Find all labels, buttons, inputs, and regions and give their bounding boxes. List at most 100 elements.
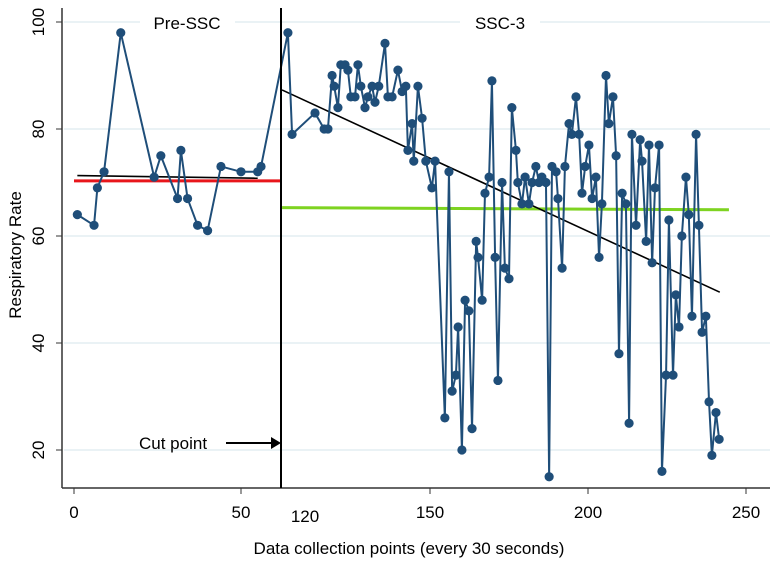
data-point bbox=[370, 97, 380, 107]
data-point bbox=[507, 103, 517, 113]
data-point bbox=[701, 311, 711, 321]
data-series bbox=[72, 28, 724, 482]
data-point bbox=[557, 263, 567, 273]
data-point bbox=[637, 156, 647, 166]
data-point bbox=[647, 258, 657, 268]
data-point bbox=[635, 135, 645, 145]
data-point bbox=[453, 322, 463, 332]
data-point bbox=[216, 161, 226, 172]
data-point bbox=[473, 252, 483, 262]
data-point bbox=[527, 177, 537, 188]
pre-trend-line bbox=[77, 174, 258, 180]
data-point bbox=[654, 140, 664, 150]
data-point bbox=[447, 386, 457, 396]
data-point bbox=[567, 129, 577, 139]
data-point bbox=[327, 70, 337, 81]
y-tick-label: 20 bbox=[29, 441, 48, 460]
data-point bbox=[674, 322, 684, 332]
data-point bbox=[99, 167, 109, 177]
data-point bbox=[287, 129, 297, 139]
data-point bbox=[343, 65, 353, 75]
data-point bbox=[203, 226, 213, 236]
data-point bbox=[156, 151, 166, 161]
data-point bbox=[329, 81, 339, 91]
data-point bbox=[608, 92, 618, 102]
pre-label-bg bbox=[140, 10, 235, 34]
y-tick-label: 100 bbox=[29, 8, 48, 36]
arrow-head-icon bbox=[271, 437, 281, 449]
data-point bbox=[641, 236, 651, 246]
data-point bbox=[374, 81, 384, 91]
data-point bbox=[677, 231, 687, 241]
data-point bbox=[356, 81, 366, 91]
x-tick-label: 150 bbox=[416, 503, 444, 522]
data-point bbox=[604, 119, 614, 129]
data-point bbox=[691, 129, 701, 139]
data-point bbox=[176, 145, 186, 155]
x-tick-label: 0 bbox=[69, 503, 78, 522]
data-point bbox=[256, 161, 266, 172]
data-point bbox=[283, 28, 293, 38]
series-line bbox=[76, 32, 721, 477]
data-point bbox=[684, 210, 694, 220]
data-point bbox=[631, 220, 641, 230]
data-point bbox=[380, 38, 390, 49]
x-ticks: 0 50 120 150 200 250 bbox=[69, 488, 760, 526]
data-point bbox=[323, 124, 333, 134]
x-tick-label: 200 bbox=[574, 503, 602, 522]
data-point bbox=[584, 140, 594, 150]
data-point bbox=[644, 140, 654, 150]
data-point bbox=[490, 252, 500, 262]
data-point bbox=[650, 183, 660, 193]
data-point bbox=[624, 418, 634, 428]
data-point bbox=[493, 375, 503, 386]
data-point bbox=[451, 370, 461, 380]
data-point bbox=[621, 199, 631, 209]
data-point bbox=[464, 306, 474, 316]
data-point bbox=[697, 327, 707, 337]
data-point bbox=[591, 172, 601, 182]
data-point bbox=[671, 290, 681, 300]
data-point bbox=[614, 349, 624, 359]
data-point bbox=[601, 70, 611, 81]
data-point bbox=[704, 397, 714, 407]
data-point bbox=[520, 172, 530, 182]
x-tick-label: 120 bbox=[291, 507, 319, 526]
data-point bbox=[409, 156, 419, 166]
y-ticks: 20 40 60 80 100 bbox=[29, 8, 62, 460]
data-point bbox=[353, 60, 363, 70]
data-point bbox=[511, 145, 521, 155]
data-point bbox=[574, 129, 584, 139]
data-point bbox=[440, 413, 450, 423]
x-tick-label: 250 bbox=[732, 503, 760, 522]
data-point bbox=[597, 199, 607, 209]
data-point bbox=[116, 28, 126, 38]
data-point bbox=[487, 76, 497, 86]
data-point bbox=[611, 151, 621, 161]
data-point bbox=[707, 450, 717, 460]
data-point bbox=[541, 177, 551, 188]
ssc-mean-line bbox=[282, 206, 729, 212]
data-point bbox=[417, 113, 427, 123]
pre-ssc-label: Pre-SSC bbox=[153, 14, 220, 33]
data-point bbox=[504, 274, 514, 284]
data-point bbox=[627, 129, 637, 139]
data-point bbox=[333, 103, 343, 113]
data-point bbox=[594, 252, 604, 262]
x-axis-label: Data collection points (every 30 seconds… bbox=[254, 539, 565, 558]
data-point bbox=[367, 81, 377, 91]
y-tick-label: 80 bbox=[29, 120, 48, 139]
data-point bbox=[72, 210, 82, 220]
post-label-bg bbox=[460, 10, 540, 34]
data-point bbox=[89, 220, 99, 230]
data-point bbox=[484, 172, 494, 182]
data-point bbox=[192, 220, 203, 230]
data-point bbox=[687, 311, 697, 321]
data-point bbox=[172, 193, 183, 204]
x-tick-label: 50 bbox=[232, 503, 251, 522]
data-point bbox=[401, 81, 411, 91]
data-point bbox=[310, 108, 320, 118]
data-point bbox=[413, 81, 423, 91]
data-point bbox=[664, 215, 674, 225]
